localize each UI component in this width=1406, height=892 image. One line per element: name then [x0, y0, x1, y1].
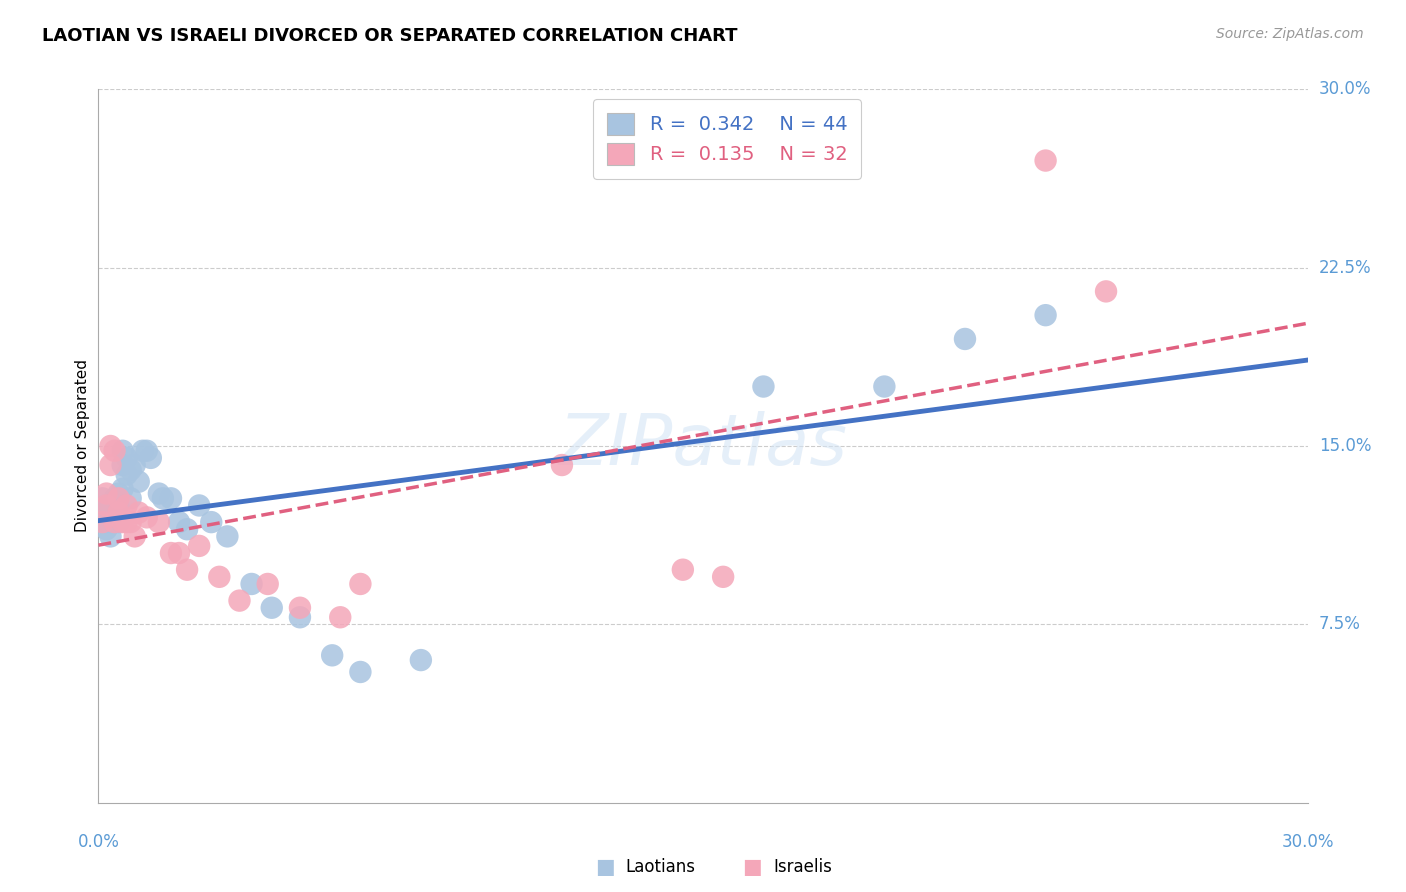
Point [100, 515, 122, 529]
Point [551, 458, 574, 472]
Point [139, 450, 162, 465]
Point [1035, 153, 1057, 168]
Text: ■: ■ [595, 857, 614, 877]
Point [953, 332, 976, 346]
Point [711, 570, 734, 584]
Point [167, 546, 190, 560]
Point [100, 458, 122, 472]
Text: 30.0%: 30.0% [1281, 833, 1334, 851]
Point [200, 515, 222, 529]
Y-axis label: Divorced or Separated: Divorced or Separated [75, 359, 90, 533]
Text: Laotians: Laotians [626, 858, 696, 876]
Point [1035, 308, 1057, 322]
Point [115, 467, 138, 482]
Point [256, 577, 278, 591]
Point [96, 515, 118, 529]
Point [152, 491, 174, 506]
Point [135, 510, 157, 524]
Point [103, 491, 125, 506]
Point [103, 443, 125, 458]
Point [115, 515, 138, 529]
Text: 7.5%: 7.5% [1319, 615, 1361, 633]
Point [188, 539, 211, 553]
Point [1095, 285, 1118, 299]
Point [228, 593, 250, 607]
Text: Source: ZipAtlas.com: Source: ZipAtlas.com [1216, 27, 1364, 41]
Point [160, 491, 183, 506]
Point [321, 648, 343, 663]
Point [128, 506, 150, 520]
Point [103, 510, 125, 524]
Point [132, 443, 155, 458]
Point [91, 515, 114, 529]
Point [120, 463, 142, 477]
Legend: R =  0.342    N = 44, R =  0.135    N = 32: R = 0.342 N = 44, R = 0.135 N = 32 [593, 99, 860, 178]
Text: ZIPatlas: ZIPatlas [558, 411, 848, 481]
Text: 22.5%: 22.5% [1319, 259, 1371, 277]
Point [349, 577, 371, 591]
Point [135, 443, 157, 458]
Point [107, 486, 129, 500]
Point [124, 529, 146, 543]
Point [409, 653, 432, 667]
Point [107, 491, 129, 506]
Point [176, 522, 198, 536]
Point [160, 546, 183, 560]
Text: ■: ■ [742, 857, 762, 877]
Point [100, 529, 122, 543]
Point [148, 515, 170, 529]
Point [349, 665, 371, 679]
Point [107, 499, 129, 513]
Text: Israelis: Israelis [773, 858, 832, 876]
Point [120, 515, 142, 529]
Point [873, 379, 896, 393]
Point [288, 610, 311, 624]
Point [96, 486, 118, 500]
Point [115, 499, 138, 513]
Point [91, 491, 114, 506]
Point [208, 570, 231, 584]
Point [217, 529, 239, 543]
Point [111, 515, 134, 529]
Point [111, 482, 134, 496]
Point [115, 450, 138, 465]
Point [672, 563, 695, 577]
Point [124, 458, 146, 472]
Point [120, 491, 142, 506]
Point [100, 439, 122, 453]
Point [752, 379, 775, 393]
Point [329, 610, 352, 624]
Point [100, 506, 122, 520]
Text: LAOTIAN VS ISRAELI DIVORCED OR SEPARATED CORRELATION CHART: LAOTIAN VS ISRAELI DIVORCED OR SEPARATED… [42, 27, 738, 45]
Point [103, 499, 125, 513]
Point [107, 506, 129, 520]
Point [148, 486, 170, 500]
Point [128, 475, 150, 489]
Text: 30.0%: 30.0% [1319, 80, 1371, 98]
Point [91, 506, 114, 520]
Point [96, 522, 118, 536]
Point [103, 515, 125, 529]
Text: 0.0%: 0.0% [77, 833, 120, 851]
Text: 15.0%: 15.0% [1319, 437, 1371, 455]
Point [107, 515, 129, 529]
Point [176, 563, 198, 577]
Point [96, 499, 118, 513]
Point [240, 577, 263, 591]
Point [188, 499, 211, 513]
Point [111, 458, 134, 472]
Point [288, 600, 311, 615]
Point [167, 515, 190, 529]
Point [111, 443, 134, 458]
Point [260, 600, 283, 615]
Point [96, 500, 118, 515]
